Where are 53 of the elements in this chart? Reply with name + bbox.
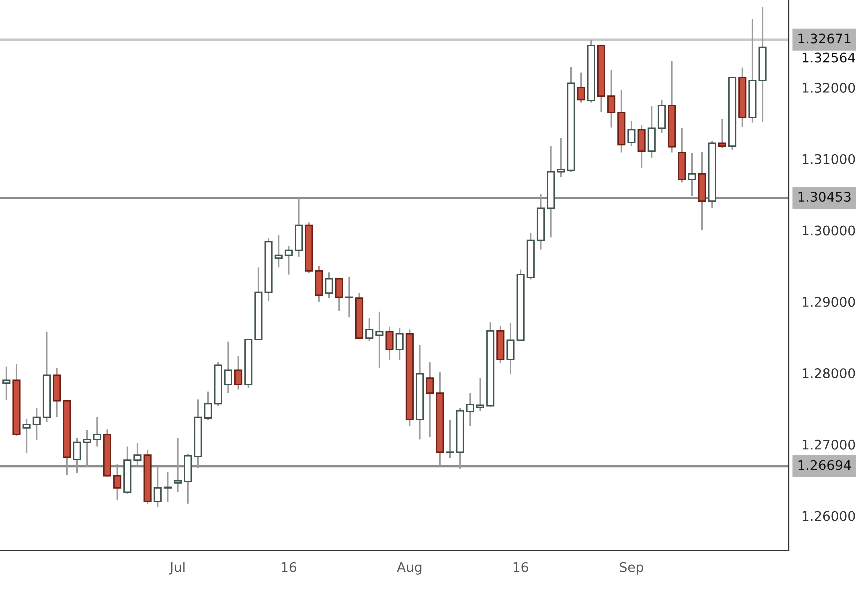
candlestick [577, 72, 586, 104]
candlestick [32, 407, 41, 442]
candlestick [234, 355, 243, 390]
candlestick [164, 472, 172, 504]
y-tick-label: 1.29000 [802, 297, 856, 308]
candlestick [134, 442, 142, 467]
candlestick [628, 120, 636, 148]
y-tick-label: 1.26000 [802, 511, 856, 522]
candlestick [83, 430, 92, 468]
candlestick [476, 378, 485, 412]
candlestick [718, 118, 726, 150]
candlestick [154, 465, 162, 508]
candlestick [325, 272, 334, 300]
candlestick [466, 392, 474, 427]
candlestick [426, 362, 434, 438]
candlestick [366, 318, 374, 342]
candlestick [204, 391, 212, 422]
y-tick-label: 1.30000 [802, 226, 856, 236]
y-tick-label: 1.32000 [802, 83, 856, 93]
candlestick [557, 138, 566, 178]
ref-line-label: 1.30453 [798, 192, 851, 202]
candlestick [688, 152, 696, 198]
candlestick [345, 276, 354, 318]
candlestick [174, 437, 182, 494]
x-tick-label: 16 [282, 562, 297, 572]
candlestick [386, 326, 394, 362]
candlestick [22, 418, 31, 454]
x-tick-label: Aug [397, 562, 422, 575]
candlestick [608, 69, 616, 129]
candlestick [224, 341, 232, 394]
y-tick-label: 1.28000 [802, 368, 856, 378]
candlestick [284, 245, 293, 276]
candlestick [2, 366, 11, 402]
x-tick-label: 16 [514, 562, 528, 572]
x-tick-label: Jul [169, 562, 185, 575]
candlestick [446, 420, 454, 459]
candlestick [638, 124, 646, 170]
candlestick [114, 463, 122, 502]
ref-line-label: 1.26694 [798, 460, 852, 470]
candlestick [376, 311, 384, 370]
text: 1.32564 [802, 52, 856, 63]
candlestick [648, 106, 656, 160]
x-tick-label: Sep [620, 562, 644, 575]
candlestick [73, 437, 82, 474]
candlestick [93, 416, 102, 448]
candlestick [274, 234, 283, 268]
candlestick [335, 278, 344, 312]
candlestick [658, 99, 666, 134]
candlestick [506, 322, 515, 376]
y-tick-label: 1.31000 [802, 154, 856, 164]
ref-line-label: 1.32671 [798, 34, 851, 44]
candlestick [396, 328, 404, 362]
y-tick-label: 1.27000 [802, 440, 856, 450]
